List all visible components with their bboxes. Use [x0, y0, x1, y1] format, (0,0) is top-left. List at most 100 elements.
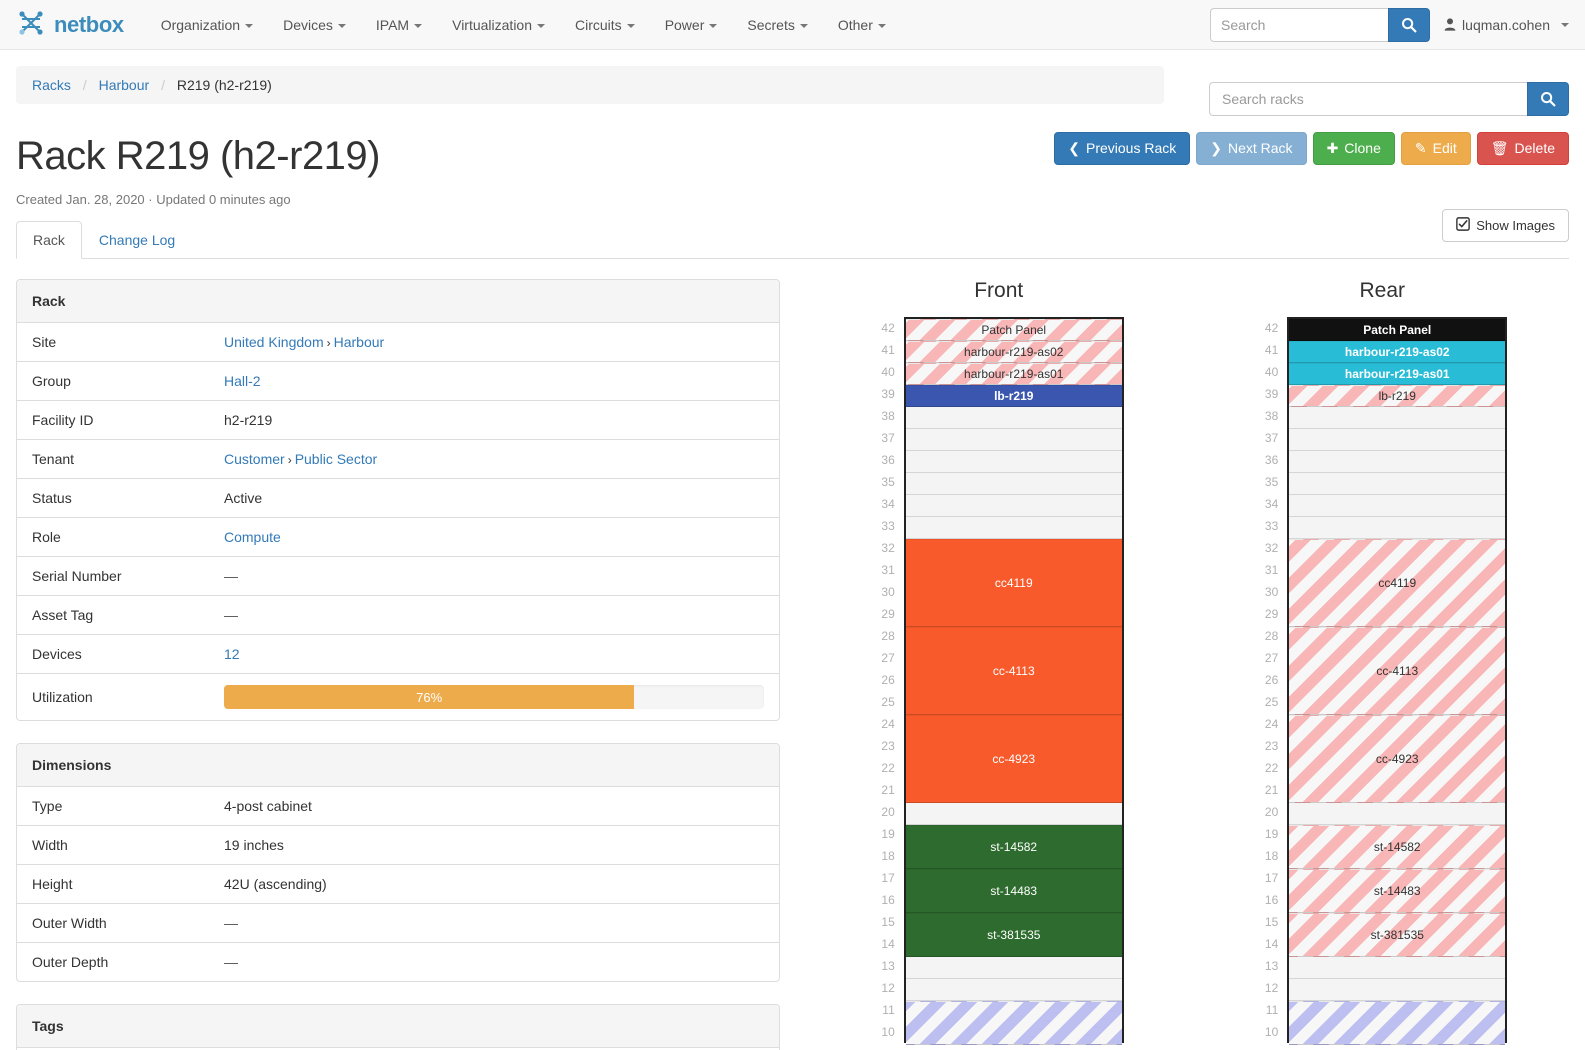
- rack-search-submit-button[interactable]: [1527, 82, 1569, 116]
- table-row: Outer Depth —: [17, 942, 779, 981]
- clone-button[interactable]: ✚ Clone: [1312, 132, 1395, 165]
- rack-device[interactable]: cc4119: [1289, 539, 1506, 627]
- rack-device[interactable]: cc-4923: [1289, 715, 1506, 803]
- rack-device[interactable]: st-14582: [905, 825, 1122, 869]
- rack-device[interactable]: st-14582: [1289, 825, 1506, 869]
- previous-rack-button[interactable]: ❮ Previous Rack: [1054, 132, 1191, 165]
- rack-unit-label: 42: [881, 321, 895, 335]
- rack-device[interactable]: st-381535: [905, 913, 1122, 957]
- rack-unit-empty[interactable]: [1289, 803, 1506, 825]
- navbar-right: luqman.cohen: [1210, 7, 1569, 42]
- rack-device[interactable]: st-381535: [1289, 913, 1506, 957]
- rack-unit-label: 35: [1264, 475, 1279, 489]
- delete-button[interactable]: 🗑 Delete: [1476, 132, 1569, 165]
- rack-unit-empty[interactable]: [905, 429, 1122, 451]
- role-link[interactable]: Compute: [224, 529, 281, 545]
- breadcrumb-link-site[interactable]: Harbour: [98, 77, 150, 93]
- breadcrumb: Racks / Harbour / R219 (h2-r219): [16, 66, 1164, 104]
- rack-device[interactable]: st-14483: [905, 869, 1122, 913]
- rack-device[interactable]: cc4119: [905, 539, 1122, 627]
- row-label: Asset Tag: [17, 595, 209, 635]
- rack-unit-empty[interactable]: [905, 957, 1122, 979]
- rack-unit-empty[interactable]: [1289, 407, 1506, 429]
- tab-change-log[interactable]: Change Log: [98, 232, 176, 248]
- edit-button[interactable]: ✎ Edit: [1400, 132, 1471, 165]
- rack-unit-label: 32: [1264, 541, 1279, 555]
- nav-item-virtualization[interactable]: Virtualization: [437, 9, 560, 41]
- rack-unit-label: 19: [1264, 827, 1279, 841]
- search-input[interactable]: [1210, 7, 1389, 42]
- rack-unit-empty[interactable]: [1289, 517, 1506, 539]
- previous-rack-label: Previous Rack: [1085, 140, 1177, 156]
- nav-item-devices[interactable]: Devices: [268, 9, 361, 41]
- nav-item-power[interactable]: Power: [650, 9, 733, 41]
- nav-item-ipam[interactable]: IPAM: [361, 9, 437, 41]
- rack-unit-empty[interactable]: [905, 495, 1122, 517]
- tab-rack[interactable]: Rack: [16, 221, 82, 259]
- table-row: Tenant Customer › Public Sector: [17, 439, 779, 479]
- rack-unit-empty[interactable]: [905, 473, 1122, 495]
- rack-device[interactable]: harbour-r219-as01: [1289, 363, 1506, 385]
- site-link[interactable]: Harbour: [333, 334, 385, 350]
- rack-device[interactable]: st-14483: [1289, 869, 1506, 913]
- rack-device[interactable]: lb-r219: [905, 385, 1122, 407]
- rack-device[interactable]: [1289, 1001, 1506, 1045]
- rack-unit-empty[interactable]: [905, 979, 1122, 1001]
- rack-search-input[interactable]: [1209, 82, 1527, 116]
- search-submit-button[interactable]: [1388, 7, 1431, 42]
- row-label: Outer Depth: [17, 942, 209, 981]
- nav-label: Organization: [160, 16, 241, 33]
- trash-icon: 🗑: [1490, 140, 1509, 156]
- rack-unit-empty[interactable]: [1289, 957, 1506, 979]
- rack-unit-empty[interactable]: [905, 451, 1122, 473]
- rack-device[interactable]: [905, 1001, 1122, 1045]
- nav-item-circuits[interactable]: Circuits: [560, 9, 650, 41]
- row-value: h2-r219: [209, 400, 779, 440]
- rack-unit-empty[interactable]: [1289, 495, 1506, 517]
- rear-unit-labels: 42 41 40 39 38 37 36 35 34 33 32 31 30 29 28 27 26 25 24 23…: [1257, 317, 1287, 1043]
- nav-item-secrets[interactable]: Secrets: [732, 9, 822, 41]
- delete-label: Delete: [1514, 140, 1555, 156]
- rack-unit-label: 16: [1264, 893, 1279, 907]
- row-label: Facility ID: [17, 400, 209, 440]
- rack-unit-label: 37: [1264, 431, 1279, 445]
- rack-device[interactable]: Patch Panel: [905, 319, 1122, 341]
- show-images-label: Show Images: [1476, 218, 1555, 233]
- nav-item-other[interactable]: Other: [823, 9, 901, 41]
- nav-item-organization[interactable]: Organization: [146, 9, 268, 41]
- rack-unit-empty[interactable]: [1289, 429, 1506, 451]
- rack-unit-empty[interactable]: [1289, 979, 1506, 1001]
- rack-device[interactable]: Patch Panel: [1289, 319, 1506, 341]
- rack-device[interactable]: lb-r219: [1289, 385, 1506, 407]
- brand-logo[interactable]: netbox: [16, 8, 124, 41]
- rack-unit-empty[interactable]: [905, 407, 1122, 429]
- dimensions-table: Type 4-post cabinet Width 19 inches Heig…: [17, 787, 779, 981]
- chevron-right-icon: ›: [287, 453, 292, 467]
- site-region-link[interactable]: United Kingdom: [224, 334, 324, 350]
- tenant-group-link[interactable]: Customer: [224, 451, 285, 467]
- rack-unit-empty[interactable]: [1289, 473, 1506, 495]
- rack-device[interactable]: cc-4113: [905, 627, 1122, 715]
- rack-unit-empty[interactable]: [905, 803, 1122, 825]
- tenant-link[interactable]: Public Sector: [294, 451, 378, 467]
- breadcrumb-link-racks[interactable]: Racks: [32, 77, 71, 93]
- rack-unit-label: 23: [1264, 739, 1279, 753]
- next-rack-button[interactable]: ❯ Next Rack: [1196, 132, 1307, 165]
- group-link[interactable]: Hall-2: [224, 373, 261, 389]
- nav-label: IPAM: [375, 16, 410, 33]
- user-menu[interactable]: luqman.cohen: [1444, 17, 1569, 33]
- rack-device[interactable]: cc-4113: [1289, 627, 1506, 715]
- rack-unit-empty[interactable]: [1289, 451, 1506, 473]
- show-images-button[interactable]: Show Images: [1442, 209, 1569, 242]
- plus-icon: ✚: [1326, 140, 1339, 156]
- rack-device[interactable]: cc-4923: [905, 715, 1122, 803]
- rack-device[interactable]: harbour-r219-as01: [905, 363, 1122, 385]
- rack-device[interactable]: harbour-r219-as02: [1289, 341, 1506, 363]
- utilization-progress: 76%: [224, 685, 764, 709]
- row-label: Height: [17, 864, 209, 904]
- devices-count-link[interactable]: 12: [224, 646, 240, 662]
- rack-unit-empty[interactable]: [905, 517, 1122, 539]
- rack-device[interactable]: harbour-r219-as02: [905, 341, 1122, 363]
- main-content: Rack Site United Kingdom › Harbour Group H…: [16, 279, 1569, 1050]
- rear-elevation-title: Rear: [1359, 279, 1406, 302]
